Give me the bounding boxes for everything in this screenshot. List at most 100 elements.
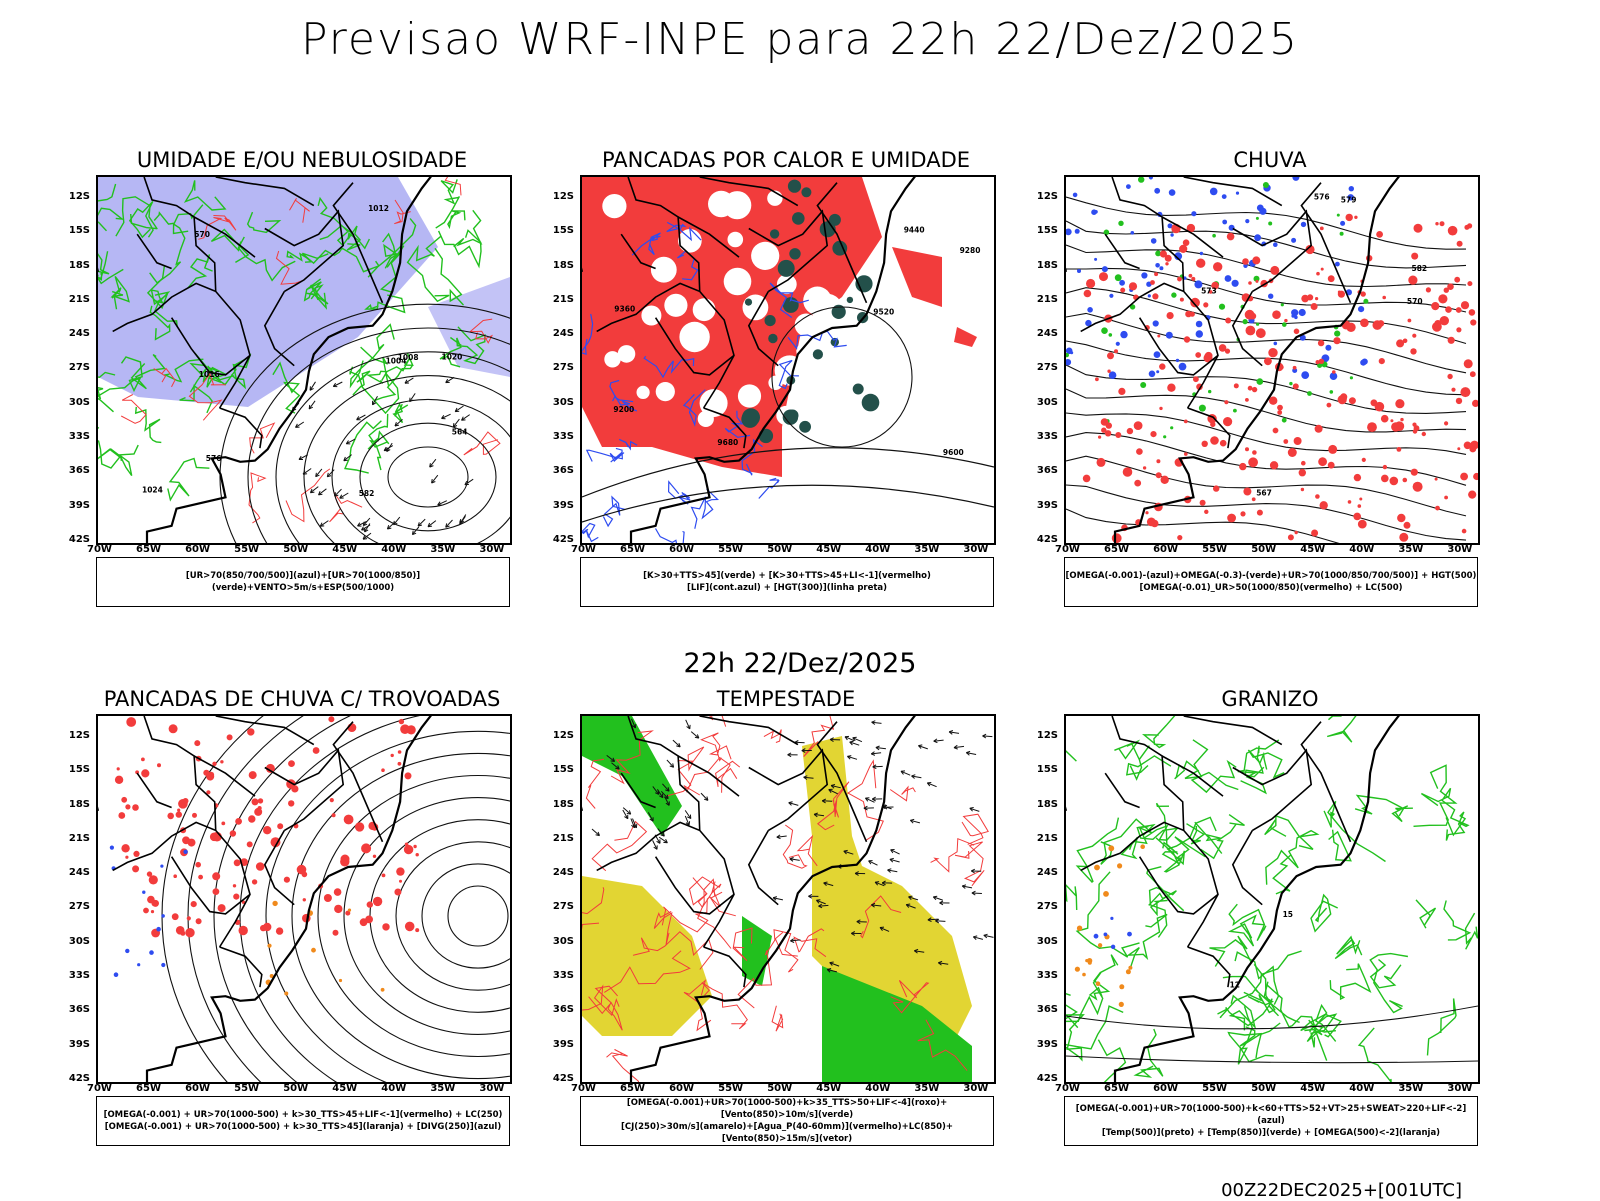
rain-area-red <box>1191 277 1195 281</box>
divergence-area-blue <box>110 846 114 850</box>
convection-area-green <box>853 384 864 395</box>
rain-area-red <box>1408 276 1417 285</box>
omega-area-orange <box>1096 981 1101 986</box>
rain-area-red <box>1203 302 1208 307</box>
lon-tick-label: 50W <box>283 544 308 555</box>
contour-label: 570 <box>194 230 210 239</box>
isobar-line <box>360 423 496 531</box>
legend-line: [OMEGA(-0.001)+UR>70(1000-500)+k<60+TTS>… <box>1065 1103 1477 1127</box>
lon-tick-label: 55W <box>234 1083 259 1094</box>
rain-area-red <box>1397 514 1405 522</box>
rain-area-red <box>1134 421 1143 430</box>
thunderstorm-area-red <box>198 875 203 880</box>
divergence-area-blue <box>161 963 165 967</box>
thunderstorm-area-red <box>221 822 225 826</box>
thunderstorm-area-red <box>334 905 342 913</box>
rain-area-red <box>1301 295 1309 303</box>
thunderstorm-area-red <box>143 908 149 914</box>
omega-area-blue <box>1273 242 1278 247</box>
streamline <box>422 864 510 968</box>
contour-label: 570 <box>1407 297 1423 306</box>
lat-tick-label: 18S <box>546 799 574 810</box>
rain-area-red <box>1248 457 1258 467</box>
thunderstorm-area-red <box>151 910 154 913</box>
lat-tick-label: 42S <box>1030 534 1058 545</box>
lat-tick-label: 15S <box>546 225 574 236</box>
rain-area-red <box>1185 311 1192 318</box>
lat-tick-label: 42S <box>546 534 574 545</box>
thickness-contour-red <box>286 469 330 522</box>
thunderstorm-area-red <box>176 811 182 817</box>
thunderstorm-area-red <box>381 768 385 772</box>
height-streamline <box>1066 341 1466 395</box>
lon-tick-label: 40W <box>381 544 406 555</box>
lat-tick-label: 42S <box>62 534 90 545</box>
lat-tick-label: 39S <box>1030 500 1058 511</box>
lon-tick-label: 65W <box>136 544 161 555</box>
precipitable-water-contour <box>783 825 806 868</box>
contour-label: 15 <box>1283 910 1293 919</box>
rain-area-red <box>1346 323 1355 332</box>
lon-tick-label: 35W <box>914 1083 939 1094</box>
rain-area-red <box>1195 352 1201 358</box>
rain-area-red <box>1143 466 1146 469</box>
temp500-contour <box>1066 1056 1478 1063</box>
legend-line: [OMEGA(-0.001)+UR>70(1000-500)+k>35_TTS>… <box>581 1097 993 1121</box>
legend-line: [LIF](cont.azul) + [HGT(300)](linha pret… <box>687 582 887 594</box>
thunderstorm-area-red <box>185 928 194 937</box>
rain-area-red <box>1245 447 1249 451</box>
lat-tick-label: 42S <box>1030 1073 1058 1084</box>
rain-area-red <box>1438 294 1447 303</box>
omega-area-blue <box>1120 331 1127 338</box>
temp850-contour <box>1307 716 1345 720</box>
contour-label: 9520 <box>873 308 894 317</box>
precipitable-water-contour <box>592 822 646 871</box>
convection-area-green <box>770 229 779 238</box>
rain-area-red <box>1180 298 1184 302</box>
lon-tick-label: 60W <box>185 1083 210 1094</box>
rain-area-red <box>1390 477 1399 486</box>
lon-tick-label: 50W <box>1251 1083 1276 1094</box>
convection-area-green <box>862 394 880 412</box>
rain-area-red <box>1204 510 1208 514</box>
thunderstorm-area-red <box>333 930 339 936</box>
omega-area-blue <box>1225 275 1232 282</box>
thunderstorm-area-red <box>125 804 130 809</box>
legend-box: [OMEGA(-0.001) + UR>70(1000-500) + k>30_… <box>96 1096 510 1146</box>
rain-area-red <box>1461 301 1469 309</box>
rain-area-red <box>1190 298 1200 308</box>
rain-area-red <box>1284 319 1287 322</box>
rain-area-red <box>1348 500 1352 504</box>
thunderstorm-area-red <box>252 879 257 884</box>
omega-area-blue <box>1360 360 1366 366</box>
temp850-contour <box>1144 716 1181 748</box>
omega-area-blue <box>1301 371 1309 379</box>
legend-box: [OMEGA(-0.001)-(azul)+OMEGA(-0.3)-(verde… <box>1064 557 1478 607</box>
rain-area-red <box>1288 448 1297 457</box>
thunderstorm-area-red <box>373 855 376 858</box>
thunderstorm-area-red <box>416 853 419 856</box>
thunderstorm-area-red <box>126 717 136 727</box>
cloud-free-gap <box>618 345 636 363</box>
lon-tick-label: 45W <box>816 1083 841 1094</box>
lat-tick-label: 36S <box>1030 465 1058 476</box>
thunderstorm-area-red <box>212 872 220 880</box>
rain-area-red <box>1159 407 1162 410</box>
lat-tick-label: 27S <box>1030 901 1058 912</box>
thunderstorm-area-red <box>328 716 334 722</box>
thunderstorm-area-red <box>415 928 419 932</box>
panel-title: CHUVA <box>1044 148 1496 172</box>
omega-area-blue <box>1094 258 1097 261</box>
rain-area-red <box>1301 488 1304 491</box>
lon-tick-label: 70W <box>87 544 112 555</box>
thunderstorm-area-red <box>227 734 233 740</box>
rain-area-red <box>1413 429 1418 434</box>
lat-tick-label: 21S <box>1030 294 1058 305</box>
contour-label: 576 <box>1314 193 1330 202</box>
legend-line: [UR>70(850/700/500)](azul)+[UR>70(1000/8… <box>97 570 509 594</box>
humidity-contour-green <box>120 445 138 476</box>
convection-area-green <box>792 212 805 225</box>
rain-area-red <box>1293 366 1297 370</box>
lat-tick-label: 18S <box>1030 260 1058 271</box>
